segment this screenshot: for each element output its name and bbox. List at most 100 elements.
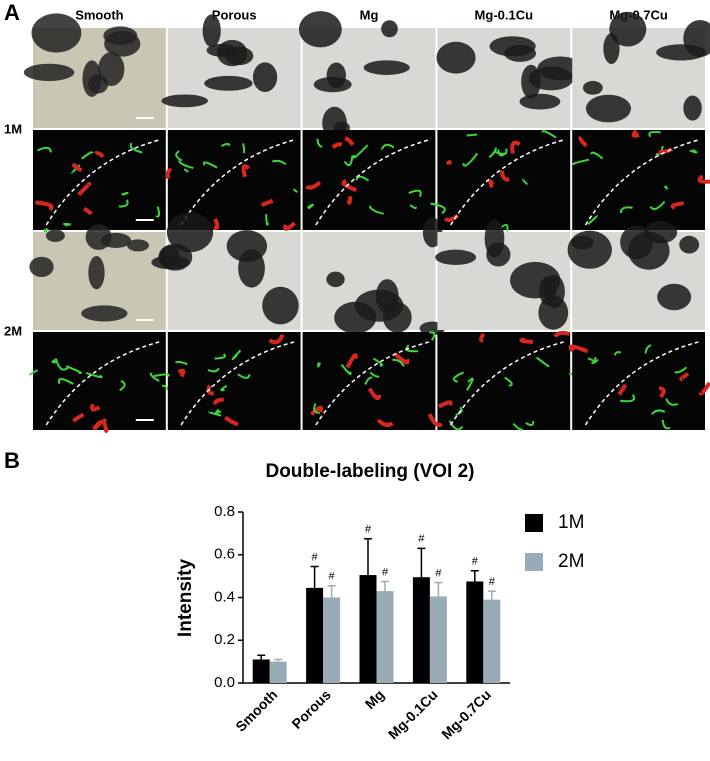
- image-texture: [670, 201, 684, 210]
- image-texture: [242, 143, 246, 154]
- boundary-line: [180, 341, 295, 426]
- image-texture: [578, 135, 588, 148]
- error-bar: [327, 584, 336, 598]
- image-texture: [537, 56, 584, 81]
- image-texture: [231, 349, 242, 361]
- image-texture: [204, 75, 253, 91]
- image-texture: [504, 376, 513, 387]
- image-texture: [697, 174, 710, 184]
- image-texture: [592, 356, 599, 364]
- bar: [429, 596, 447, 683]
- image-texture: [393, 352, 410, 365]
- boundary-line: [180, 139, 295, 226]
- image-texture: [298, 11, 342, 48]
- image-texture: [525, 420, 535, 426]
- image-texture: [344, 136, 355, 146]
- x-tick-label: Mg-0.1Cu: [385, 686, 441, 742]
- bar: [252, 659, 270, 683]
- image-texture: [85, 371, 103, 379]
- bar: [376, 591, 394, 683]
- image-texture: [644, 344, 652, 354]
- image-texture: [237, 373, 251, 379]
- image-texture: [241, 164, 251, 178]
- image-texture: [45, 229, 65, 242]
- image-texture: [488, 179, 495, 189]
- image-texture: [252, 62, 278, 93]
- image-texture: [293, 188, 298, 193]
- significance-mark: #: [435, 567, 442, 579]
- image-texture: [82, 60, 102, 97]
- image-texture: [178, 160, 194, 169]
- image-texture: [81, 151, 94, 160]
- image-texture: [368, 205, 384, 215]
- image-texture: [223, 415, 239, 427]
- image-texture: [609, 11, 647, 47]
- bar: [483, 599, 501, 683]
- column-header: Smooth: [75, 7, 123, 22]
- image-texture: [306, 203, 315, 210]
- image-texture: [590, 151, 604, 160]
- bar: [269, 661, 287, 683]
- image-texture: [380, 143, 395, 150]
- image-texture: [438, 400, 453, 409]
- image-texture: [121, 191, 129, 196]
- bar: [306, 587, 324, 683]
- image-texture: [620, 225, 653, 260]
- image-texture: [213, 217, 220, 231]
- image-texture: [363, 60, 410, 75]
- column-header: Mg: [360, 7, 379, 22]
- image-texture: [175, 150, 183, 162]
- significance-mark: #: [329, 571, 336, 583]
- image-texture: [658, 386, 666, 399]
- image-texture: [619, 206, 633, 214]
- x-tick-label: Porous: [288, 686, 334, 732]
- image-texture: [663, 185, 669, 190]
- image-texture: [341, 179, 358, 192]
- image-texture: [446, 159, 453, 165]
- image-texture: [613, 351, 622, 356]
- image-texture: [466, 377, 474, 391]
- image-texture: [35, 200, 54, 212]
- image-texture: [355, 175, 370, 182]
- image-texture: [72, 412, 85, 423]
- image-texture: [268, 334, 285, 345]
- image-texture: [88, 256, 105, 290]
- image-texture: [331, 142, 343, 149]
- image-texture: [175, 360, 188, 366]
- image-texture: [28, 369, 39, 376]
- fluorescence-image: [302, 332, 436, 430]
- error-bar: [417, 547, 426, 578]
- image-texture: [72, 163, 83, 173]
- image-texture: [94, 151, 105, 159]
- image-texture: [149, 372, 160, 382]
- image-texture: [392, 358, 405, 367]
- boundary-line: [45, 341, 160, 426]
- image-texture: [679, 371, 690, 382]
- image-texture: [519, 337, 534, 344]
- legend-label: 2M: [558, 551, 584, 572]
- image-texture: [101, 419, 109, 433]
- image-texture: [436, 41, 476, 74]
- image-texture: [679, 235, 700, 254]
- error-bar: [364, 537, 372, 576]
- image-texture: [512, 422, 524, 431]
- image-texture: [183, 168, 189, 173]
- boundary-line: [315, 341, 429, 426]
- y-axis-label: Intensity: [175, 559, 196, 638]
- significance-mark: #: [472, 556, 479, 568]
- image-texture: [63, 222, 72, 227]
- image-texture: [504, 45, 537, 62]
- image-texture: [364, 376, 373, 385]
- image-texture: [119, 379, 126, 392]
- legend-swatch: [525, 514, 543, 532]
- x-tick-label: Mg: [362, 686, 388, 712]
- bar: [359, 575, 377, 683]
- column-header: Mg-0.1Cu: [475, 7, 534, 22]
- image-texture: [224, 46, 254, 66]
- fluorescence-image: [167, 332, 301, 430]
- image-texture: [486, 242, 511, 267]
- image-texture: [265, 214, 269, 226]
- image-texture: [381, 20, 398, 38]
- image-texture: [567, 230, 612, 269]
- image-texture: [674, 366, 688, 374]
